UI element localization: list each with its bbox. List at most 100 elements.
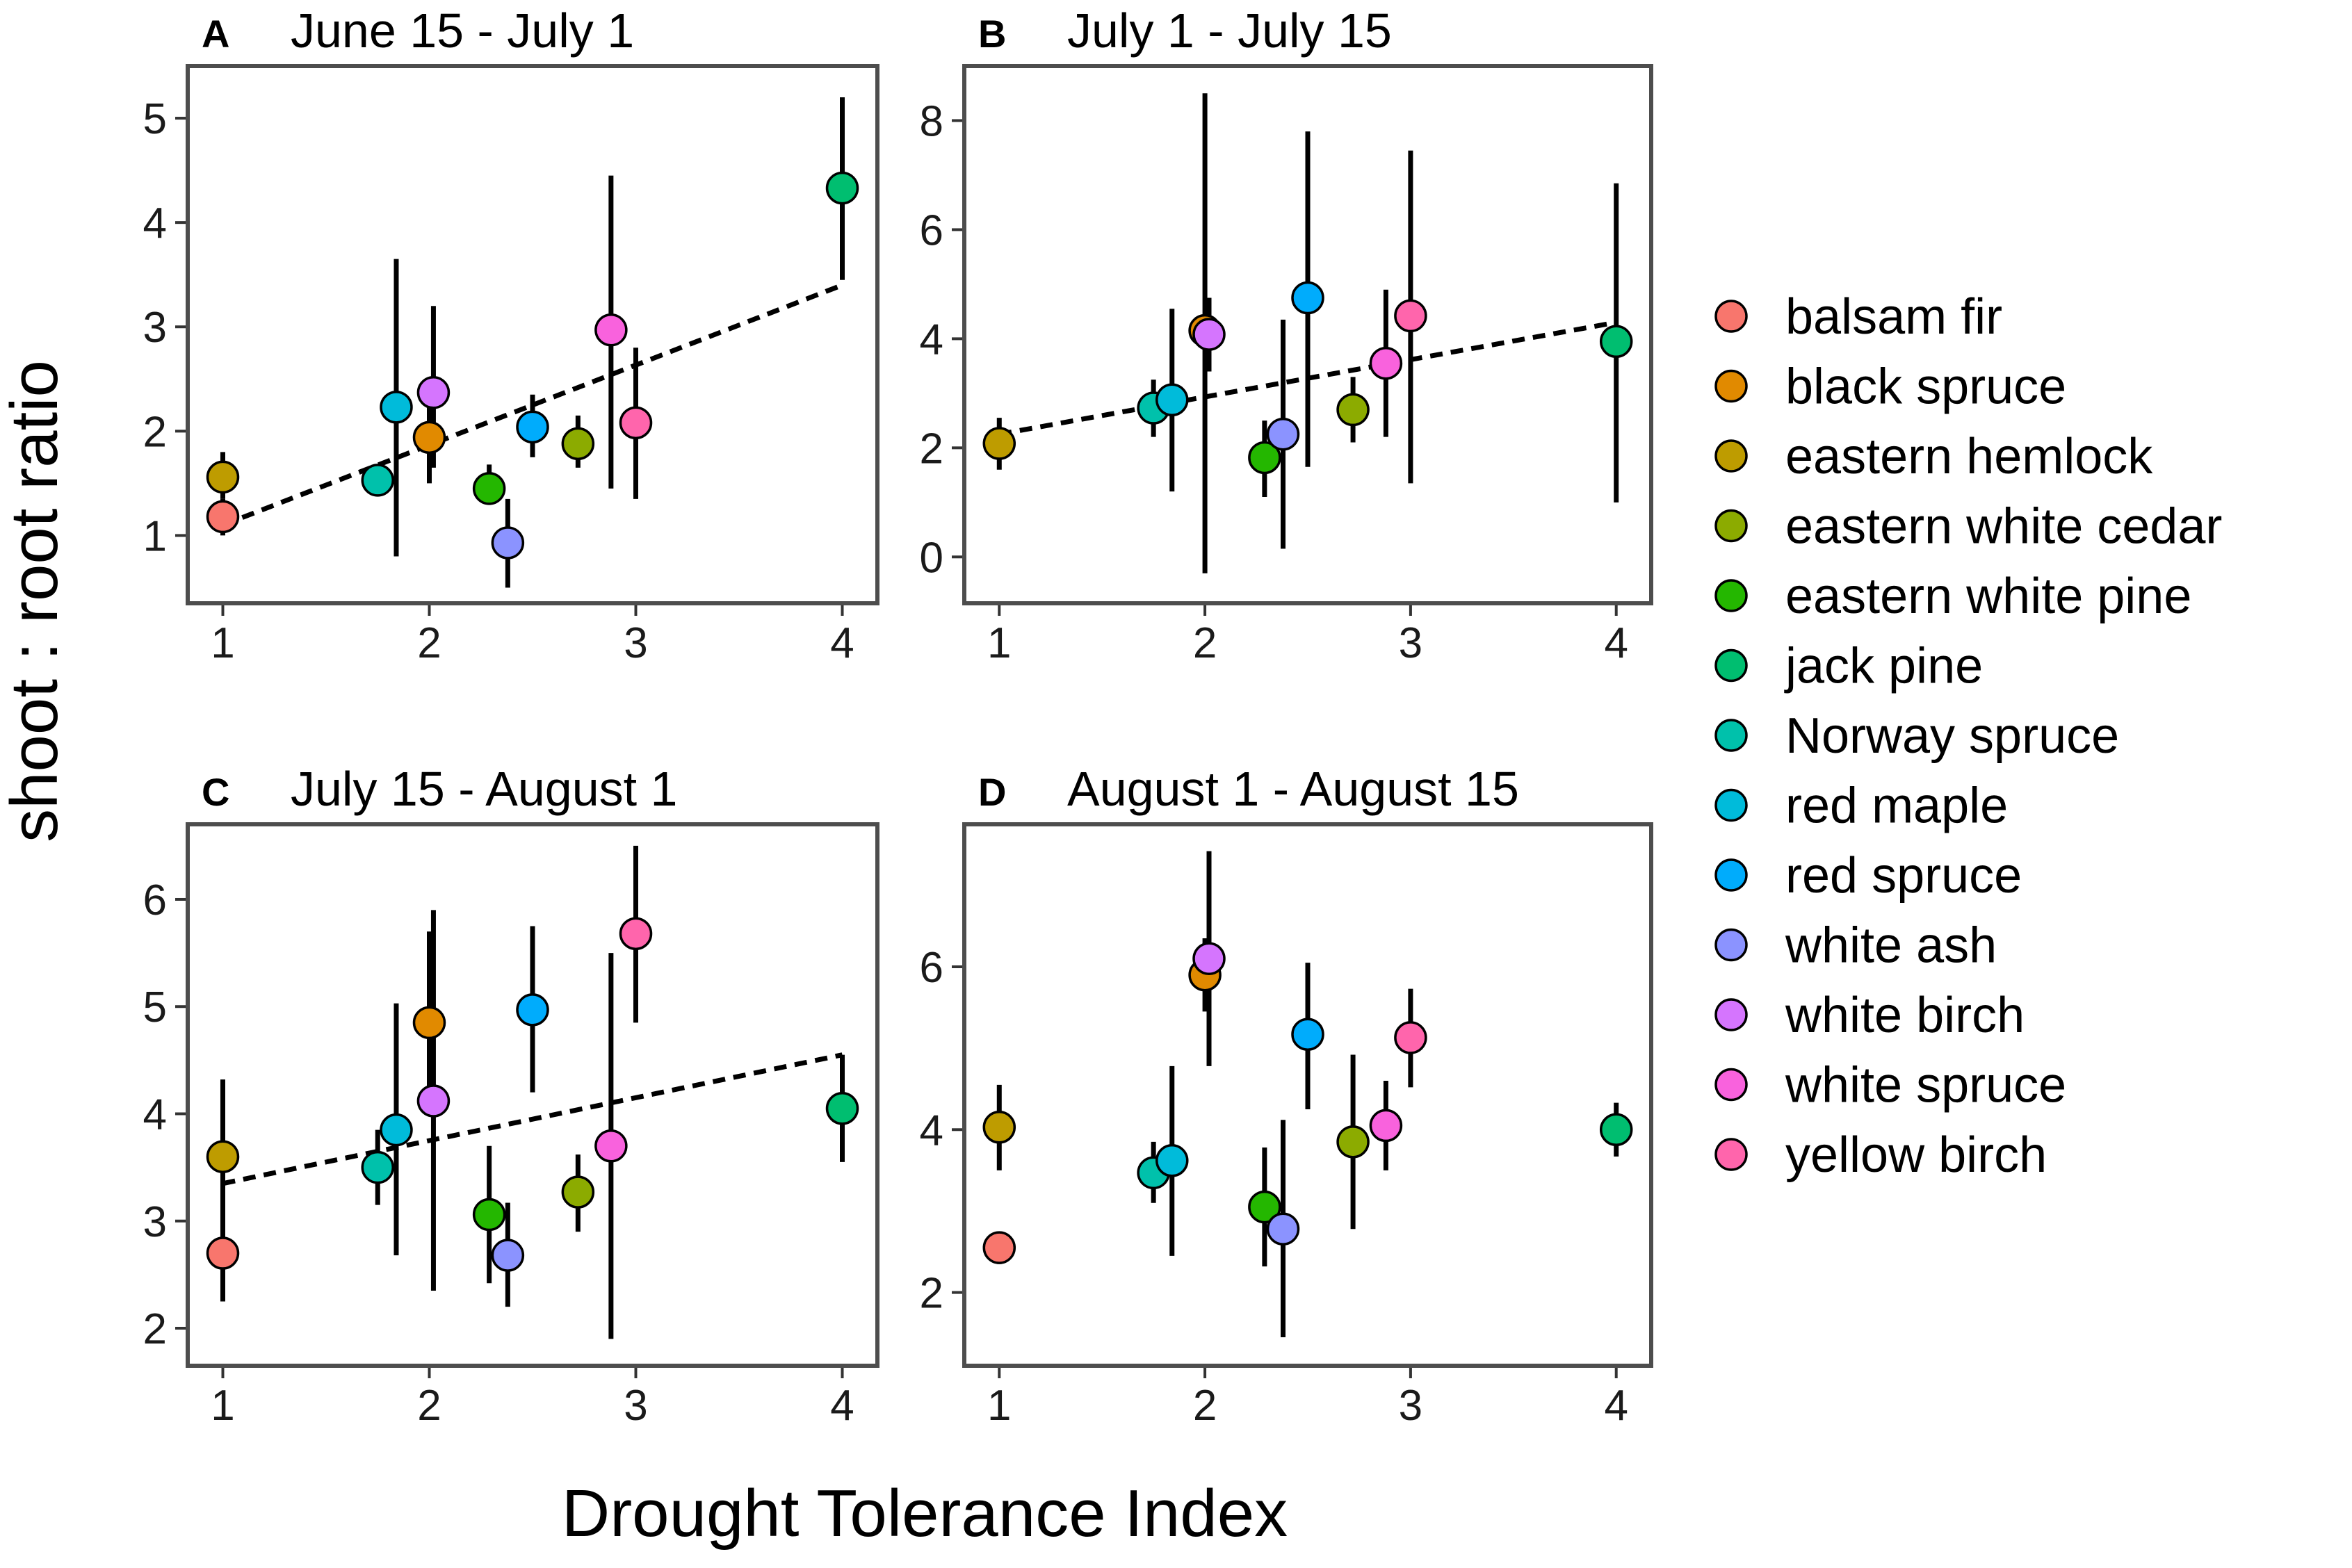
legend-swatch <box>1714 858 1748 892</box>
panel-a-point-white-spruce <box>594 313 628 347</box>
panel-d-x-tick-label: 4 <box>1604 1382 1628 1430</box>
legend-item-yellow-birch: yellow birch <box>1714 1127 2047 1183</box>
legend-label: black spruce <box>1785 359 2066 415</box>
panel-d-point-red-spruce <box>1291 1018 1324 1051</box>
legend-item-black-spruce: black spruce <box>1714 359 2066 415</box>
legend-swatch <box>1714 998 1748 1031</box>
panel-d-x-tick-label: 3 <box>1399 1382 1422 1430</box>
panel-a-x-tick-label: 1 <box>211 619 234 667</box>
legend-label: white spruce <box>1785 1058 2066 1113</box>
panel-d-point-red-maple <box>1155 1144 1189 1177</box>
panel-d-x-tick-label: 1 <box>987 1382 1011 1430</box>
panel-d-point-balsam-fir <box>982 1231 1016 1264</box>
legend-label: balsam fir <box>1785 289 2002 345</box>
legend-swatch <box>1714 579 1748 612</box>
legend: balsam fir black spruce eastern hemlock eas… <box>1714 289 2222 1183</box>
panel-c-letter: C <box>202 770 229 814</box>
panel-b-y-tick-label: 8 <box>920 97 943 145</box>
panel-b-point-red-spruce <box>1291 281 1324 315</box>
legend-item-eastern-hemlock: eastern hemlock <box>1714 429 2153 484</box>
legend-item-norway-spruce: Norway spruce <box>1714 708 2119 764</box>
panel-a-y-tick-label: 2 <box>143 408 167 456</box>
panel-b-y-tick-label: 4 <box>920 316 943 364</box>
panel-b-point-yellow-birch <box>1394 299 1427 333</box>
panel-d-letter: D <box>978 770 1006 814</box>
panel-a-frame <box>186 64 879 605</box>
panel-c-point-white-ash <box>491 1239 525 1272</box>
panel-c-x-tick-label: 1 <box>211 1382 234 1430</box>
panel-b-point-white-ash <box>1266 417 1300 451</box>
panel-a: A June 15 - July 1 1 2 3 4 1 2 3 4 5 <box>143 3 879 667</box>
legend-swatch <box>1714 648 1748 683</box>
legend-label: yellow birch <box>1785 1127 2047 1183</box>
panel-b-point-jack-pine <box>1599 325 1633 359</box>
panel-c-point-yellow-birch <box>619 917 653 951</box>
panel-d-point-yellow-birch <box>1394 1021 1427 1054</box>
panel-c-point-jack-pine <box>825 1092 859 1125</box>
legend-swatch <box>1714 300 1748 333</box>
panel-c-point-white-spruce <box>594 1129 628 1163</box>
x-axis-title: Drought Tolerance Index <box>562 1476 1288 1551</box>
legend-item-eastern-white-cedar: eastern white cedar <box>1714 499 2222 555</box>
panel-a-point-jack-pine <box>825 171 859 205</box>
panel-a-point-red-spruce <box>516 410 549 444</box>
panel-d-title: August 1 - August 15 <box>1067 762 1519 816</box>
panel-b-point-red-maple <box>1155 383 1189 417</box>
panel-b-title: July 1 - July 15 <box>1067 3 1392 58</box>
panel-a-point-balsam-fir <box>206 500 240 534</box>
panel-b-x-tick-label: 2 <box>1193 619 1217 667</box>
panel-d-y-tick-label: 4 <box>920 1106 943 1154</box>
legend-label: white ash <box>1785 918 1997 974</box>
panel-c-y-tick-label: 4 <box>143 1091 167 1138</box>
panel-a-y-tick-label: 3 <box>143 304 167 352</box>
panel-c-point-black-spruce <box>412 1006 446 1040</box>
legend-label: red spruce <box>1785 848 2022 904</box>
panel-b-point-eastern-hemlock <box>982 427 1016 460</box>
legend-item-red-maple: red maple <box>1714 778 2008 834</box>
panel-c-point-red-maple <box>380 1113 413 1147</box>
panel-a-title: June 15 - July 1 <box>291 3 634 58</box>
legend-item-white-birch: white birch <box>1714 988 2025 1043</box>
panel-b-point-eastern-white-pine <box>1248 441 1281 475</box>
panel-b-y-tick-label: 0 <box>920 534 943 582</box>
panel-a-point-white-birch <box>416 376 451 409</box>
panel-c-y-tick-label: 3 <box>143 1198 167 1246</box>
legend-swatch <box>1714 509 1748 543</box>
panel-c-y-tick-label: 5 <box>143 983 167 1031</box>
panel-d-point-eastern-white-cedar <box>1336 1125 1370 1159</box>
panel-d-point-eastern-white-pine <box>1248 1190 1281 1224</box>
panel-b-point-white-birch <box>1192 318 1226 351</box>
panel-a-point-eastern-white-cedar <box>561 427 595 461</box>
panel-a-trend-line <box>222 282 843 528</box>
panel-a-point-yellow-birch <box>619 406 653 440</box>
panel-b-point-eastern-white-cedar <box>1336 393 1370 427</box>
panel-b-x-tick-label: 1 <box>987 619 1011 667</box>
panel-a-point-white-ash <box>491 526 525 560</box>
panel-d-point-white-spruce <box>1369 1109 1403 1143</box>
panel-a-letter: A <box>202 12 229 56</box>
panel-c-point-norway-spruce <box>361 1150 394 1184</box>
panel-c-point-eastern-white-pine <box>472 1198 506 1232</box>
panel-b-y-tick-label: 6 <box>920 206 943 254</box>
panel-b-y-tick-label: 2 <box>920 425 943 473</box>
legend-swatch <box>1714 928 1748 962</box>
panel-c-point-eastern-hemlock <box>206 1140 240 1173</box>
legend-item-jack-pine: jack pine <box>1714 639 1983 694</box>
panel-c-point-white-birch <box>416 1084 451 1118</box>
panel-d-x-tick-label: 2 <box>1193 1382 1217 1430</box>
legend-label: eastern hemlock <box>1785 429 2153 484</box>
panel-c-frame <box>186 822 879 1368</box>
panel-b-x-tick-label: 4 <box>1604 619 1628 667</box>
legend-swatch <box>1714 369 1748 403</box>
panel-d-y-tick-label: 6 <box>920 944 943 992</box>
panel-d-point-eastern-hemlock <box>982 1111 1016 1144</box>
legend-swatch <box>1714 439 1748 473</box>
panel-c-x-tick-label: 4 <box>830 1382 854 1430</box>
legend-label: eastern white cedar <box>1785 499 2222 555</box>
legend-swatch <box>1714 1068 1748 1102</box>
panel-a-y-tick-label: 1 <box>143 512 167 560</box>
